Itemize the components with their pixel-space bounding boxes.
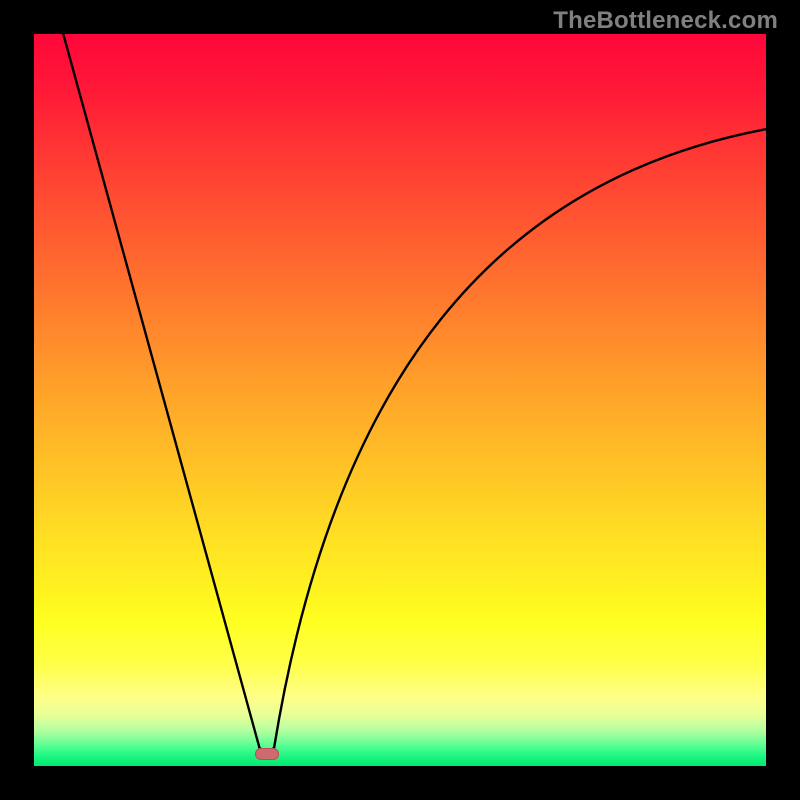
plot-svg: [34, 34, 766, 766]
watermark-text: TheBottleneck.com: [553, 7, 778, 35]
minimum-marker: [255, 748, 279, 760]
chart-stage: TheBottleneck.com: [0, 0, 800, 800]
plot-area: [34, 34, 766, 766]
